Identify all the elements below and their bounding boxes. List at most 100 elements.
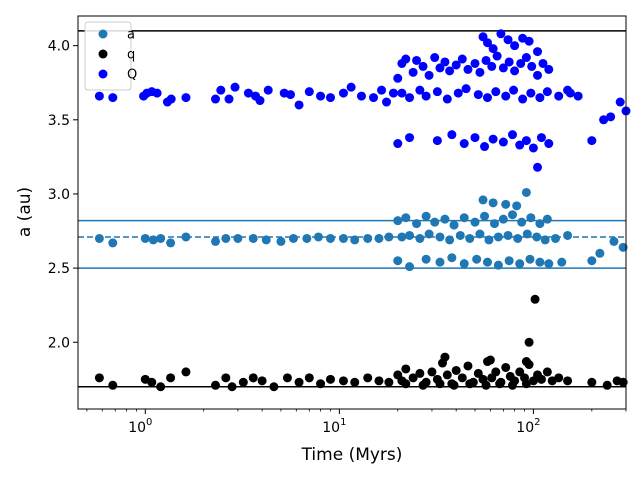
point-a [445, 235, 455, 245]
point-Q [430, 53, 440, 63]
point-Q [503, 35, 513, 45]
point-q [147, 377, 157, 387]
point-Q [382, 97, 392, 107]
point-q [294, 377, 304, 387]
y-tick-label: 3.0 [48, 187, 70, 203]
point-Q [515, 140, 525, 150]
point-q [521, 357, 531, 367]
point-q [521, 379, 531, 389]
point-Q [210, 94, 220, 104]
point-a [325, 233, 335, 243]
x-tick-label: 100 [128, 417, 152, 436]
point-Q [554, 91, 564, 101]
point-a [181, 232, 191, 242]
point-a [480, 211, 490, 221]
point-Q [397, 88, 407, 98]
legend-marker-q [98, 49, 108, 59]
point-Q [294, 100, 304, 110]
point-Q [492, 51, 502, 61]
point-q [602, 380, 612, 390]
point-a [313, 232, 323, 242]
point-a [148, 235, 158, 245]
point-a [108, 238, 118, 248]
point-a [540, 235, 550, 245]
point-Q [533, 162, 543, 172]
point-a [525, 254, 535, 264]
point-Q [481, 55, 491, 65]
plot-frame [77, 15, 627, 410]
point-a [415, 233, 425, 243]
point-q [269, 382, 279, 392]
point-q [507, 380, 517, 390]
point-a [459, 213, 469, 223]
x-tick-label: 101 [322, 417, 346, 436]
point-a [475, 229, 485, 239]
point-a [166, 238, 176, 248]
point-q [248, 373, 258, 383]
point-a [210, 236, 220, 246]
point-q [442, 370, 452, 380]
point-a [440, 214, 450, 224]
point-Q [393, 73, 403, 83]
point-q [363, 373, 373, 383]
point-q [94, 373, 104, 383]
point-Q [521, 53, 531, 63]
point-Q [401, 54, 411, 64]
point-a [447, 253, 457, 263]
point-a [551, 233, 561, 243]
y-axis-title: a (au) [15, 187, 35, 237]
point-a [484, 235, 494, 245]
point-a [374, 233, 384, 243]
point-Q [527, 61, 537, 71]
point-a [493, 260, 503, 270]
point-Q [418, 61, 428, 71]
point-a [542, 214, 552, 224]
point-a [288, 233, 298, 243]
point-Q [487, 61, 497, 71]
series-Q [94, 29, 631, 172]
point-a [478, 195, 488, 205]
point-a [521, 187, 531, 197]
point-a [421, 211, 431, 221]
point-a [513, 233, 523, 243]
point-a [302, 233, 312, 243]
point-Q [421, 91, 431, 101]
point-a [526, 213, 536, 223]
point-Q [445, 66, 455, 76]
point-q [501, 362, 511, 372]
point-a [276, 236, 286, 246]
point-a [405, 230, 415, 240]
point-q [495, 379, 505, 389]
point-Q [483, 93, 493, 103]
point-Q [369, 93, 379, 103]
point-a [338, 233, 348, 243]
point-q [221, 373, 231, 383]
point-a [397, 232, 407, 242]
point-q [181, 367, 191, 377]
point-q [316, 379, 326, 389]
point-Q [152, 88, 162, 98]
point-Q [424, 70, 434, 80]
point-a [435, 257, 445, 267]
point-Q [475, 67, 485, 77]
point-Q [377, 85, 387, 95]
point-Q [509, 85, 519, 95]
point-Q [480, 142, 490, 152]
point-Q [325, 93, 335, 103]
point-a [393, 216, 403, 226]
point-a [493, 232, 503, 242]
point-q [465, 379, 475, 389]
point-a [522, 229, 532, 239]
data-points [94, 29, 631, 392]
point-Q [473, 90, 483, 100]
point-a [535, 219, 545, 229]
point-Q [521, 136, 531, 146]
point-a [465, 233, 475, 243]
point-Q [166, 94, 176, 104]
point-q [491, 367, 501, 377]
point-Q [432, 87, 442, 97]
point-a [94, 233, 104, 243]
point-q [542, 367, 552, 377]
legend-marker-a [98, 29, 108, 39]
point-Q [453, 88, 463, 98]
